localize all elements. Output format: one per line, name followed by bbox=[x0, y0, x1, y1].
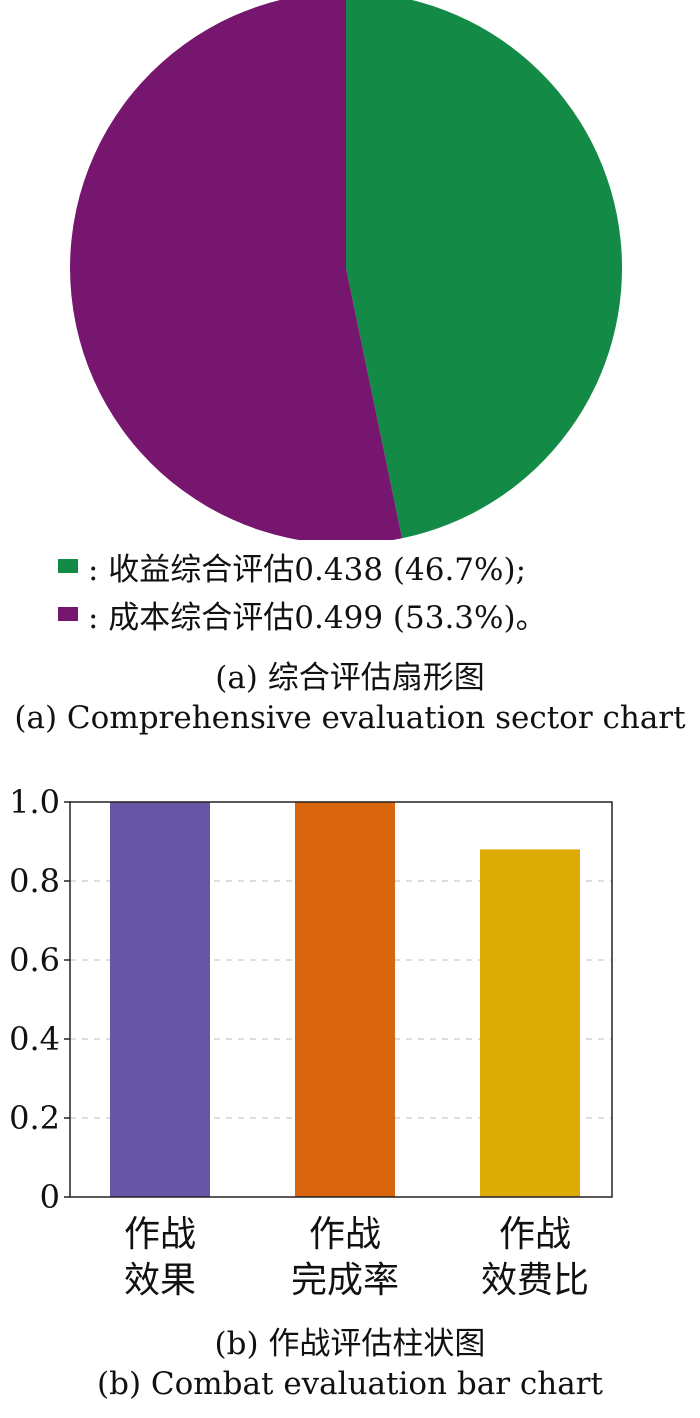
category-label-effect-line1: 作战 bbox=[123, 1214, 196, 1255]
y-tick-label: 0 bbox=[40, 1178, 60, 1210]
legend-swatch-cost bbox=[58, 607, 78, 621]
category-label-cost-effectiveness-line2: 效费比 bbox=[480, 1260, 589, 1301]
bar-caption-en: (b) Combat evaluation bar chart bbox=[97, 1366, 603, 1402]
y-tick-label: 0.4 bbox=[9, 1020, 60, 1058]
pie-slice-benefit bbox=[346, 0, 622, 539]
category-label-effect: 作战 效果 bbox=[80, 1212, 240, 1304]
legend-text-cost: : 成本综合评估0.499 (53.3%)。 bbox=[88, 599, 547, 636]
legend-swatch-benefit bbox=[58, 559, 78, 573]
category-label-completion-line1: 作战 bbox=[308, 1214, 381, 1255]
legend-item-cost: : 成本综合评估0.499 (53.3%)。 bbox=[58, 594, 547, 636]
bar-1 bbox=[295, 802, 395, 1197]
bar-caption-cn: (b) 作战评估柱状图 bbox=[214, 1326, 486, 1362]
y-tick-label: 1.0 bbox=[9, 783, 60, 821]
y-tick-label: 0.8 bbox=[9, 862, 60, 900]
category-label-completion: 作战 完成率 bbox=[265, 1212, 425, 1304]
bar-0 bbox=[110, 802, 210, 1197]
pie-caption-cn: (a) 综合评估扇形图 bbox=[215, 660, 485, 696]
pie-slice-cost bbox=[70, 0, 403, 540]
pie-chart bbox=[70, 0, 622, 540]
category-label-completion-line2: 完成率 bbox=[290, 1260, 399, 1301]
category-label-cost-effectiveness-line1: 作战 bbox=[498, 1214, 571, 1255]
y-tick-label: 0.2 bbox=[9, 1099, 60, 1137]
y-tick-label: 0.6 bbox=[9, 941, 60, 979]
bar-chart: 0 0.2 0.4 0.6 0.8 1.0 bbox=[9, 783, 613, 1210]
category-label-effect-line2: 效果 bbox=[123, 1260, 196, 1301]
legend-text-benefit: : 收益综合评估0.438 (46.7%); bbox=[88, 551, 527, 588]
legend-item-benefit: : 收益综合评估0.438 (46.7%); bbox=[58, 546, 527, 588]
pie-caption-en: (a) Comprehensive evaluation sector char… bbox=[14, 700, 686, 736]
plot-frame bbox=[69, 801, 613, 1198]
category-label-cost-effectiveness: 作战 效费比 bbox=[455, 1212, 615, 1304]
bar-2 bbox=[480, 849, 580, 1197]
